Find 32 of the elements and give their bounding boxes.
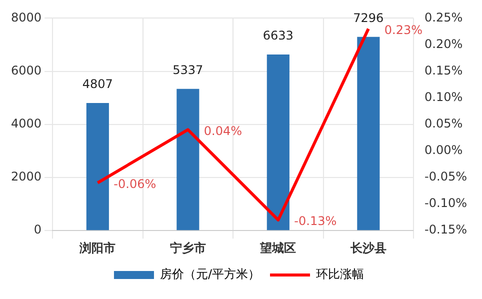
- x-tick-label: 宁乡市: [170, 240, 206, 255]
- bar: [176, 88, 200, 230]
- data-label: -0.06%: [114, 176, 156, 191]
- y2-tick-label: -0.10%: [424, 196, 467, 210]
- y2-tick-label: -0.15%: [424, 222, 467, 237]
- data-label: 0.23%: [384, 22, 423, 37]
- data-label: 6633: [262, 28, 294, 43]
- y2-tick-label: 0.20%: [424, 36, 463, 51]
- legend-label: 环比涨幅: [316, 267, 364, 282]
- y-tick-label: 0: [34, 222, 42, 237]
- bar: [266, 54, 290, 230]
- y2-tick-label: 0.15%: [424, 63, 463, 78]
- y2-tick-label: -0.05%: [424, 170, 467, 184]
- y2-tick-label: 0.05%: [424, 116, 463, 131]
- y-tick-label: 2000: [10, 170, 42, 184]
- y2-tick-label: 0.00%: [424, 143, 463, 158]
- data-label: 0.04%: [204, 124, 242, 138]
- y2-tick-label: 0.25%: [424, 10, 463, 24]
- data-label: -0.13%: [294, 214, 337, 228]
- legend-label: 房价（元/平方米）: [160, 267, 260, 282]
- data-label: 4807: [82, 77, 113, 92]
- y2-tick-label: 0.10%: [424, 90, 463, 104]
- x-tick-label: 长沙县: [349, 240, 386, 255]
- y-tick-label: 6000: [10, 63, 42, 78]
- data-label: 7296: [353, 11, 384, 26]
- y-tick-label: 8000: [10, 10, 42, 24]
- data-label: 5337: [172, 63, 204, 78]
- bar: [86, 102, 109, 230]
- x-tick-label: 浏阳市: [78, 240, 116, 255]
- bar: [357, 36, 380, 230]
- x-tick-label: 望城区: [259, 240, 296, 255]
- y-tick-label: 4000: [10, 116, 42, 131]
